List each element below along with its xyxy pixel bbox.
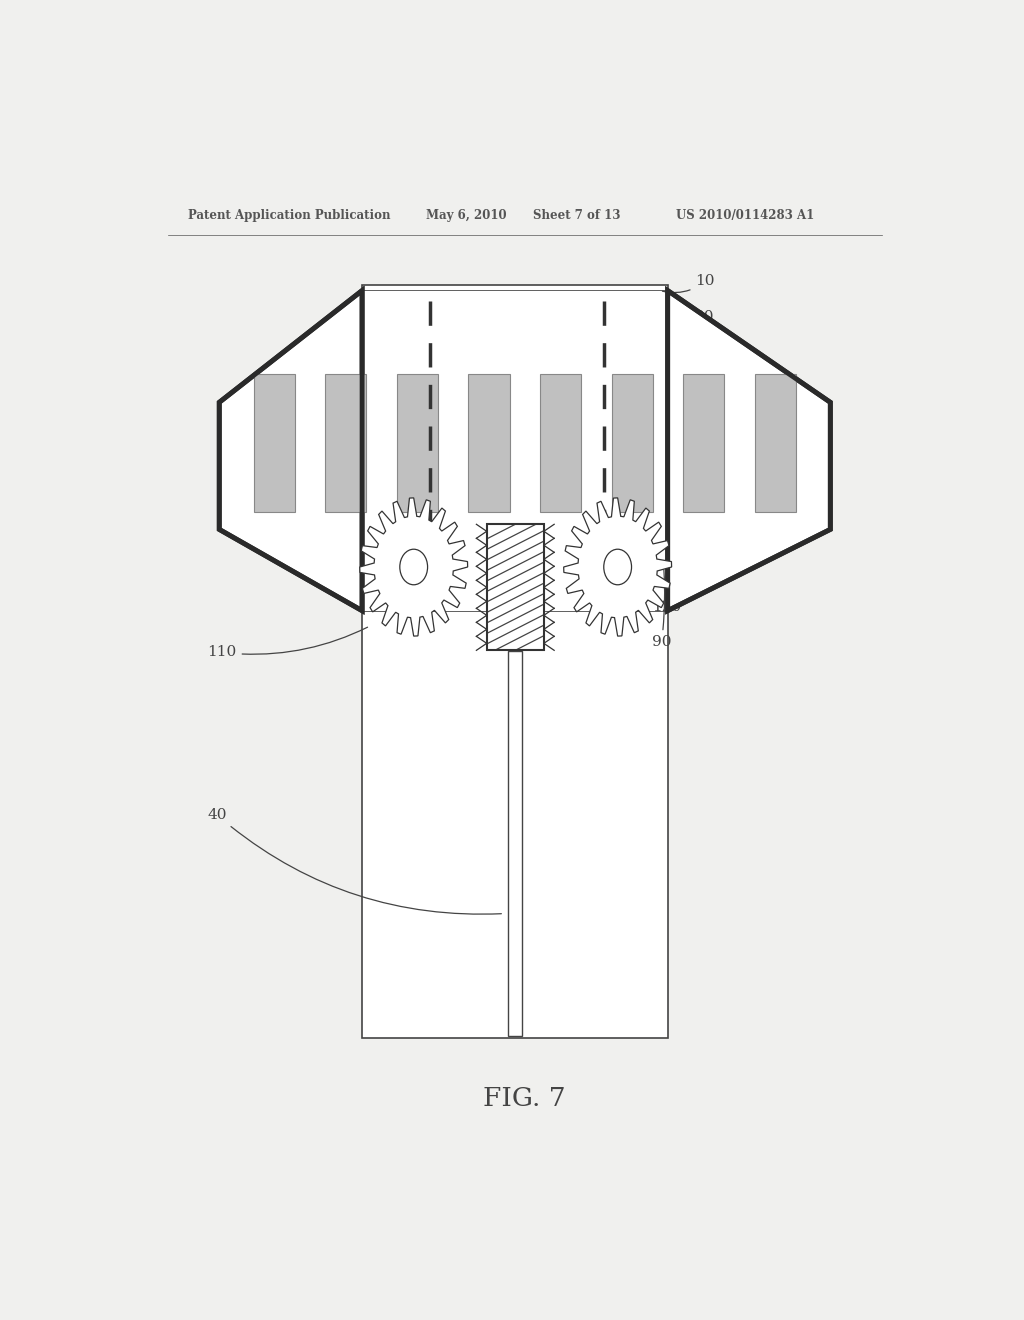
Bar [611,375,653,512]
Circle shape [399,549,428,585]
Polygon shape [563,498,672,636]
Bar [540,375,582,512]
Text: 10: 10 [663,275,715,293]
Text: US 2010/0114283 A1: US 2010/0114283 A1 [676,210,814,222]
Bar [683,375,724,512]
Bar [396,375,438,512]
Polygon shape [362,290,668,611]
Polygon shape [668,290,830,611]
Bar [755,375,796,512]
Polygon shape [219,290,362,611]
Bar [486,524,544,651]
Bar [468,375,510,512]
Text: 120: 120 [624,574,681,614]
Text: Sheet 7 of 13: Sheet 7 of 13 [532,210,621,222]
Text: 20: 20 [695,310,744,350]
Polygon shape [359,498,468,636]
Circle shape [604,549,632,585]
Text: 110: 110 [207,627,368,660]
Text: FIG. 7: FIG. 7 [483,1085,566,1110]
Text: May 6, 2010: May 6, 2010 [426,210,506,222]
Polygon shape [362,285,668,1038]
Bar [486,524,544,651]
Text: 30: 30 [695,465,784,507]
Bar [508,651,522,1036]
Text: 90: 90 [652,570,672,649]
Bar [326,375,367,512]
Bar [254,375,295,512]
Text: Patent Application Publication: Patent Application Publication [187,210,390,222]
Text: 40: 40 [207,808,502,915]
